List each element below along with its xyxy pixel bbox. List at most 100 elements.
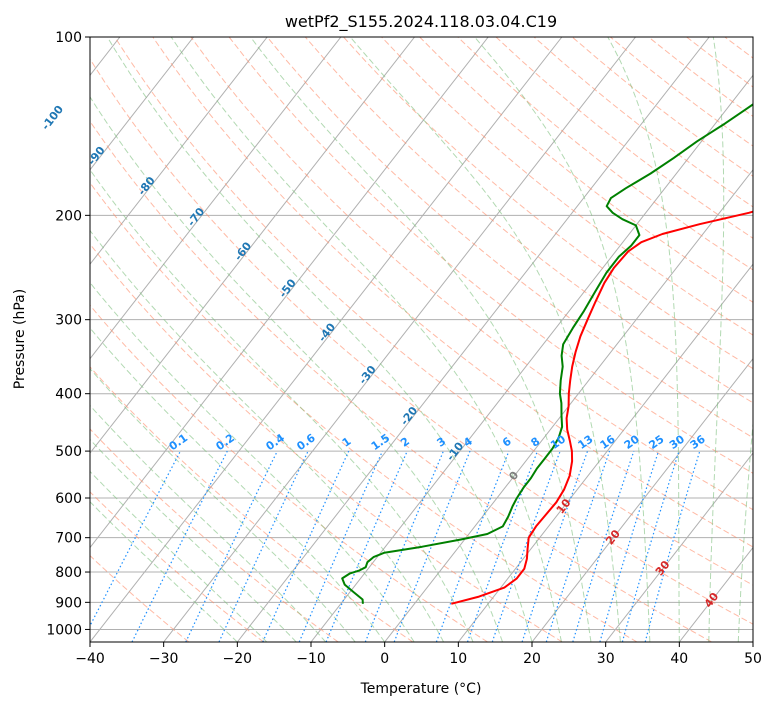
moist-adiabat <box>737 418 753 642</box>
dry-adiabat <box>90 554 190 642</box>
dry-adiabat <box>90 181 638 642</box>
mixing-ratio-line <box>466 450 538 642</box>
dry-adiabat <box>686 37 753 88</box>
mixing-ratio-label: 25 <box>646 433 666 452</box>
moist-adiabat <box>90 438 297 642</box>
lower-temp-label: 30 <box>653 558 673 578</box>
mixing-ratio-line <box>393 450 471 642</box>
moist-adiabat <box>90 470 268 642</box>
dry-adiabat <box>495 37 753 239</box>
dry-adiabat <box>152 37 753 548</box>
x-tick-label: 50 <box>744 651 762 667</box>
mixing-ratio-line <box>491 450 561 642</box>
y-tick-label: 600 <box>55 491 82 507</box>
upper-temp-label: -50 <box>276 276 299 300</box>
series-layer <box>341 103 753 605</box>
y-tick-label: 100 <box>55 30 82 46</box>
mixing-ratio-line <box>599 450 660 642</box>
moist-adiabat <box>90 281 415 642</box>
mixing-ratio-label: 16 <box>598 432 618 452</box>
isotherm-line <box>605 452 753 642</box>
mixing-ratio-line <box>218 450 309 642</box>
y-tick-label: 400 <box>55 387 82 403</box>
mixing-ratio-line <box>621 450 680 642</box>
isotherm-line <box>90 37 194 171</box>
upper-temp-label: -60 <box>232 239 255 263</box>
moist-adiabat <box>90 327 386 642</box>
isotherm-line <box>90 37 563 642</box>
moist-adiabat <box>474 37 651 642</box>
x-tick-label: 40 <box>670 651 688 667</box>
x-tick-label: 30 <box>597 651 615 667</box>
x-axis: −40 −30 −20 −10 0 10 20 30 40 50 <box>75 642 762 667</box>
mixing-ratio-label: 2 <box>398 435 412 450</box>
mixing-ratio-line <box>262 450 350 642</box>
isotherm-line <box>531 357 753 642</box>
dry-adiabat <box>457 37 753 271</box>
isotherm-line <box>310 74 753 642</box>
moist-adiabat <box>250 37 592 642</box>
isotherm-line <box>90 37 489 549</box>
mixing-ratio-label: 13 <box>575 433 595 452</box>
mixing-ratio-label: 0.4 <box>264 431 288 453</box>
upper-temp-label: -90 <box>85 144 108 168</box>
upper-temp-label: -20 <box>398 404 421 428</box>
mixing-ratio-label: 36 <box>688 432 708 452</box>
upper-temp-label: -80 <box>135 174 158 198</box>
x-tick-label: 10 <box>449 651 467 667</box>
mixing-ratio-label: 1 <box>340 435 354 450</box>
moist-adiabat <box>90 95 503 642</box>
x-axis-label: Temperature (°C) <box>360 681 482 697</box>
dry-adiabat <box>763 37 775 642</box>
mixing-ratio-line <box>298 450 384 642</box>
mixing-ratio-line <box>521 450 589 642</box>
y-tick-label: 800 <box>55 565 82 581</box>
mixing-ratio-label: 1.5 <box>369 431 392 453</box>
dry-adiabat <box>343 37 753 370</box>
y-tick-label: 900 <box>55 595 82 611</box>
dry-adiabat <box>419 37 753 303</box>
mixing-ratio-label: 3 <box>435 435 449 450</box>
dry-adiabat <box>114 37 753 586</box>
mixing-ratio-line <box>545 450 611 642</box>
temperature-line <box>451 210 753 605</box>
y-tick-label: 1000 <box>46 622 82 638</box>
dry-adiabat <box>90 304 488 642</box>
y-axis: 100 200 300 400 500 600 700 800 900 1000 <box>46 30 90 638</box>
mixing-ratio-line <box>131 450 228 642</box>
mixing-ratio-line <box>364 450 444 642</box>
mixing-ratio-line <box>644 450 701 642</box>
isotherm-line <box>457 263 753 642</box>
mixing-ratio-line <box>325 450 408 642</box>
mixing-ratio-line <box>435 450 510 642</box>
moist-adiabat <box>708 37 725 642</box>
plot-frame <box>89 36 754 643</box>
isotherm-line <box>752 641 753 642</box>
isotherm-line <box>90 37 342 360</box>
moist-adiabat <box>170 37 562 642</box>
annotation-layer: 0.1 0.2 0.4 0.6 1 1.5 2 3 4 6 8 10 13 16 20 25 30 36-100-… <box>39 103 722 611</box>
x-tick-label: −40 <box>75 651 105 667</box>
dry-adiabat <box>304 37 753 404</box>
y-tick-label: 500 <box>55 444 82 460</box>
moist-adiabat <box>90 404 327 642</box>
dry-adiabat <box>90 491 264 642</box>
y-axis-label: Pressure (hPa) <box>12 289 28 389</box>
dry-adiabat <box>90 366 414 642</box>
background-lines <box>90 37 775 642</box>
mixing-ratio-label: 0.2 <box>214 431 237 453</box>
isotherm-line <box>236 37 710 642</box>
mixing-ratio-label: 30 <box>667 432 687 452</box>
x-tick-label: 0 <box>380 651 389 667</box>
lower-temp-label: 40 <box>702 590 722 610</box>
moist-adiabat <box>607 37 680 642</box>
chart-title: wetPf2_S155.2024.118.03.04.C19 <box>285 12 557 32</box>
moist-adiabat <box>90 501 238 642</box>
mixing-ratio-label: 0.6 <box>294 431 318 453</box>
moist-adiabat <box>349 37 621 642</box>
dry-adiabat <box>90 58 753 625</box>
upper-temp-label: -70 <box>185 205 208 229</box>
dry-adiabat <box>90 428 339 642</box>
y-tick-label: 200 <box>55 208 82 224</box>
